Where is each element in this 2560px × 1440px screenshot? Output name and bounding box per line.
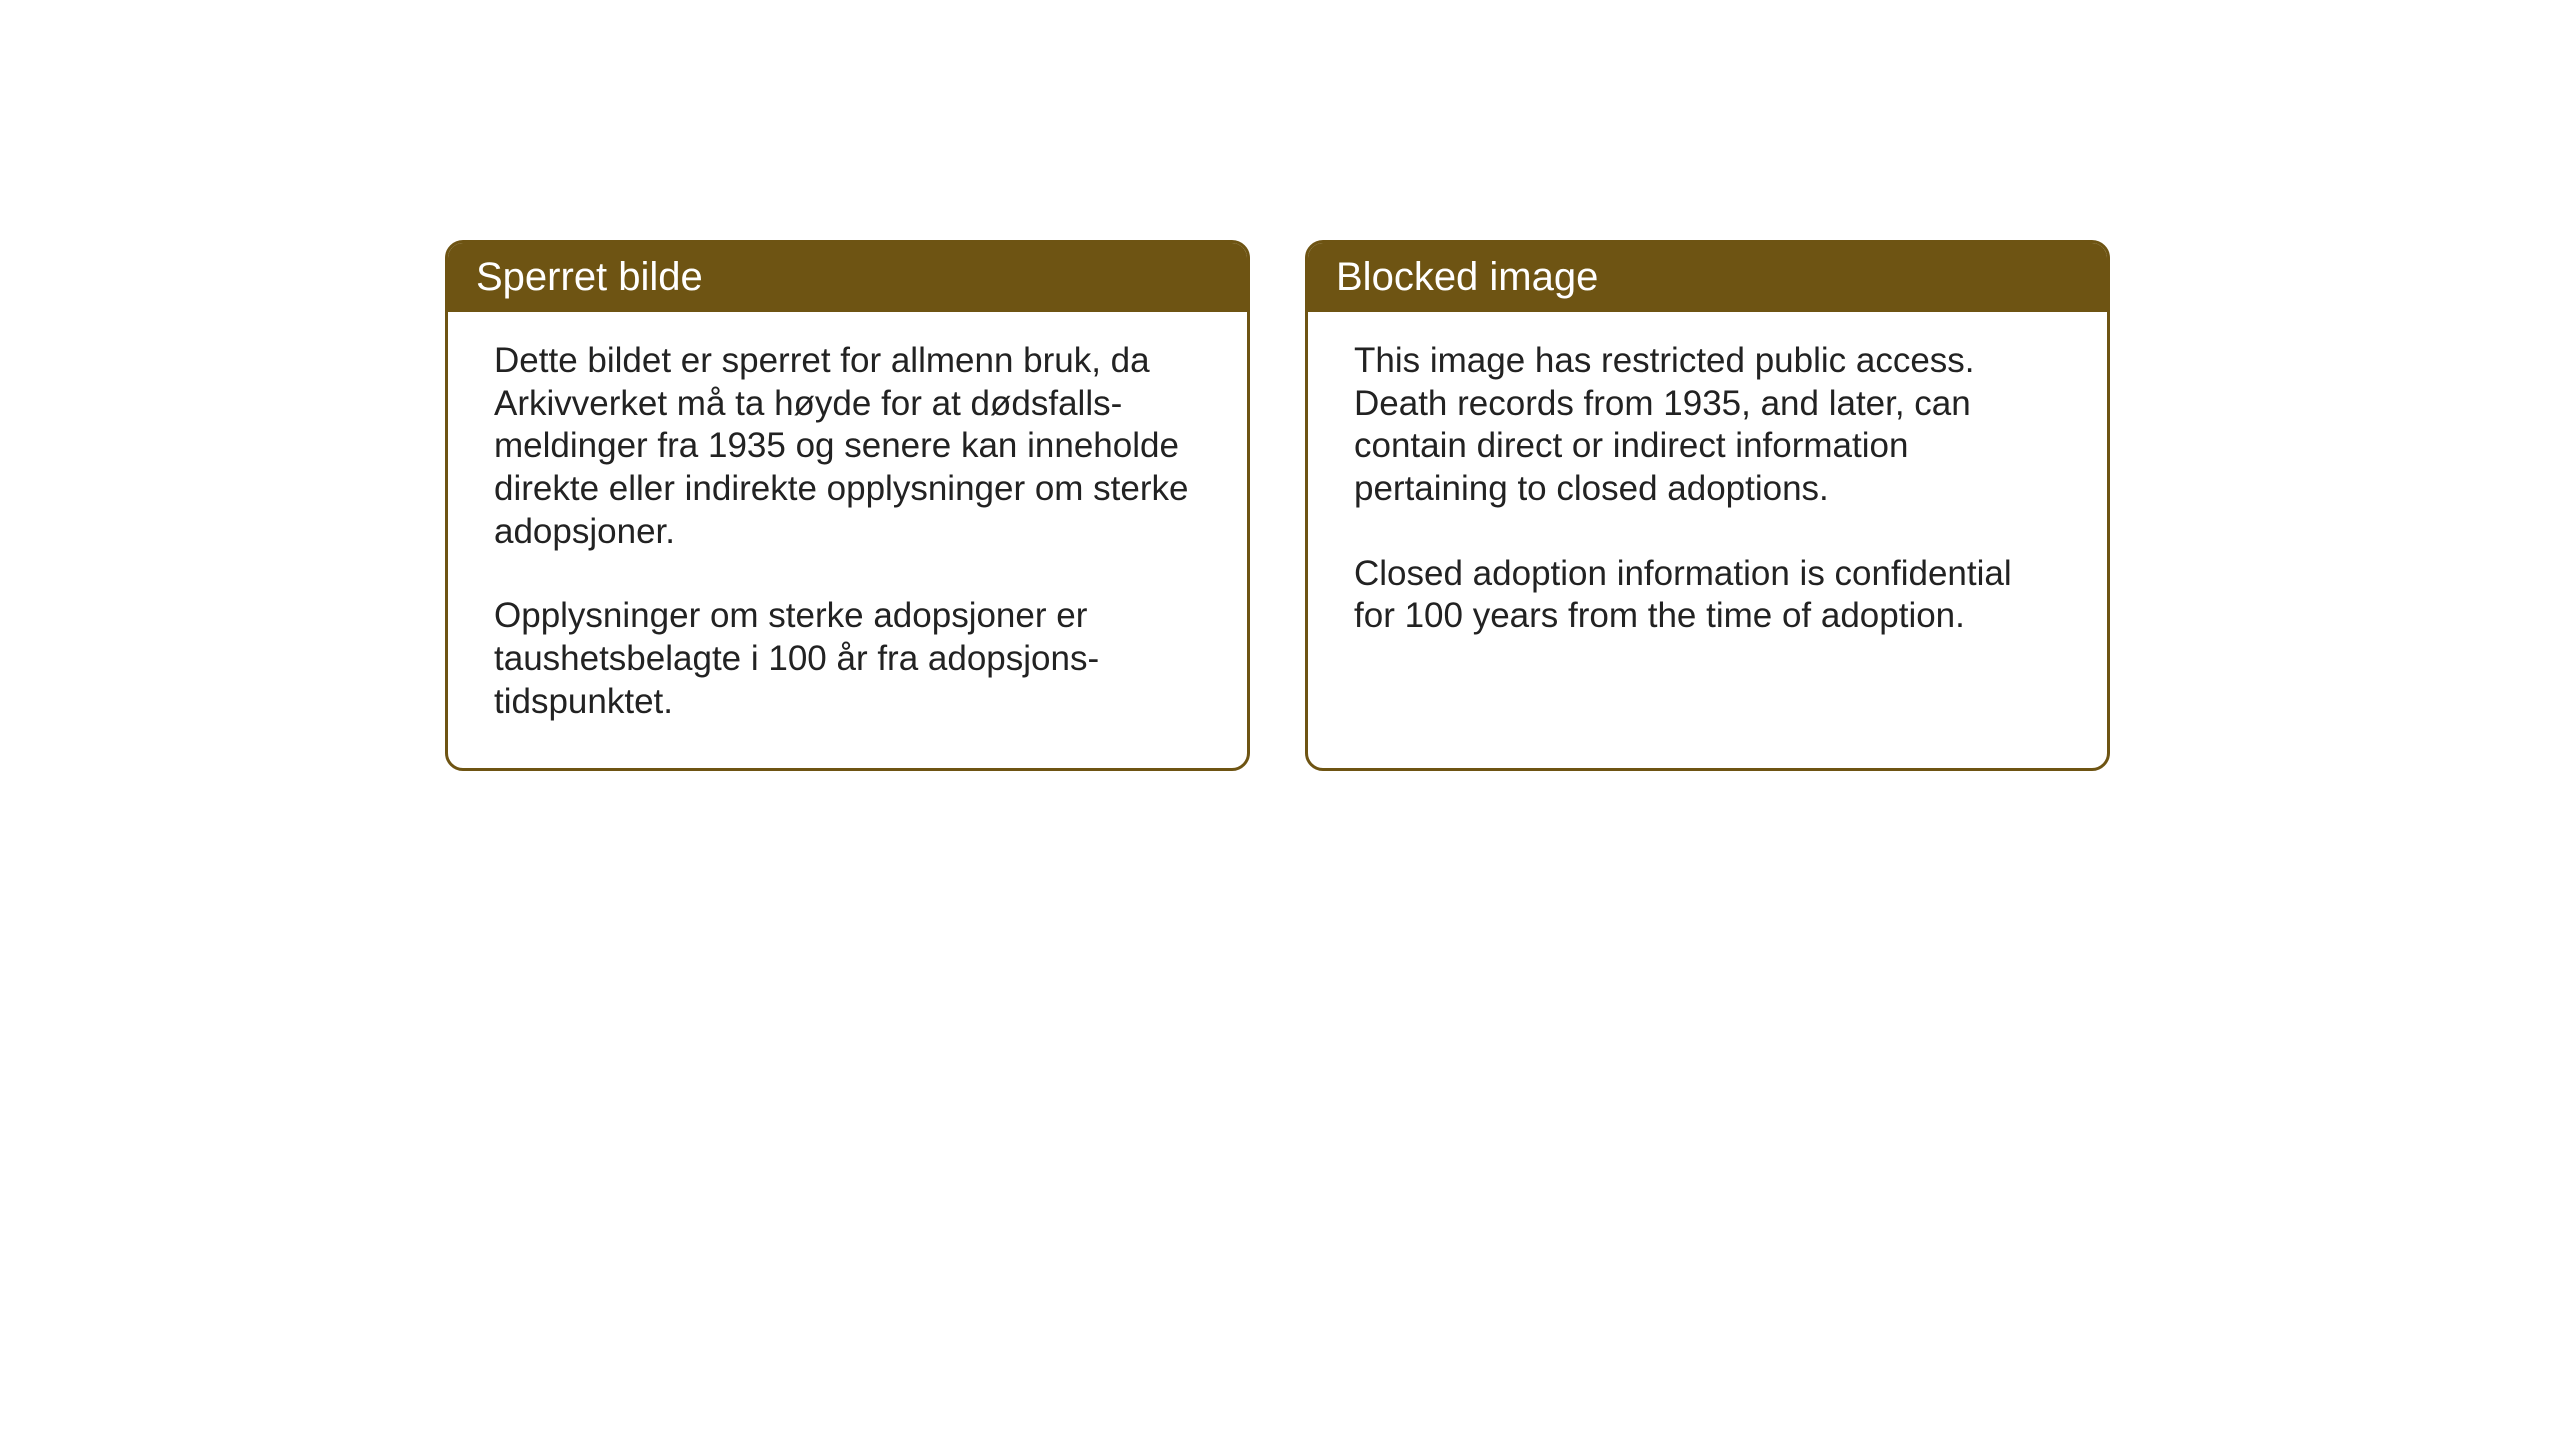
card-paragraph-2-norwegian: Opplysninger om sterke adopsjoner er tau… — [494, 595, 1201, 723]
card-paragraph-1-english: This image has restricted public access.… — [1354, 340, 2061, 511]
notice-card-english: Blocked image This image has restricted … — [1305, 240, 2110, 771]
card-header-norwegian: Sperret bilde — [448, 243, 1247, 312]
card-paragraph-2-english: Closed adoption information is confident… — [1354, 553, 2061, 638]
notice-cards-container: Sperret bilde Dette bildet er sperret fo… — [445, 240, 2110, 771]
card-body-norwegian: Dette bildet er sperret for allmenn bruk… — [448, 312, 1247, 768]
card-title-norwegian: Sperret bilde — [476, 255, 703, 299]
card-title-english: Blocked image — [1336, 255, 1598, 299]
card-header-english: Blocked image — [1308, 243, 2107, 312]
card-paragraph-1-norwegian: Dette bildet er sperret for allmenn bruk… — [494, 340, 1201, 553]
card-body-english: This image has restricted public access.… — [1308, 312, 2107, 682]
notice-card-norwegian: Sperret bilde Dette bildet er sperret fo… — [445, 240, 1250, 771]
